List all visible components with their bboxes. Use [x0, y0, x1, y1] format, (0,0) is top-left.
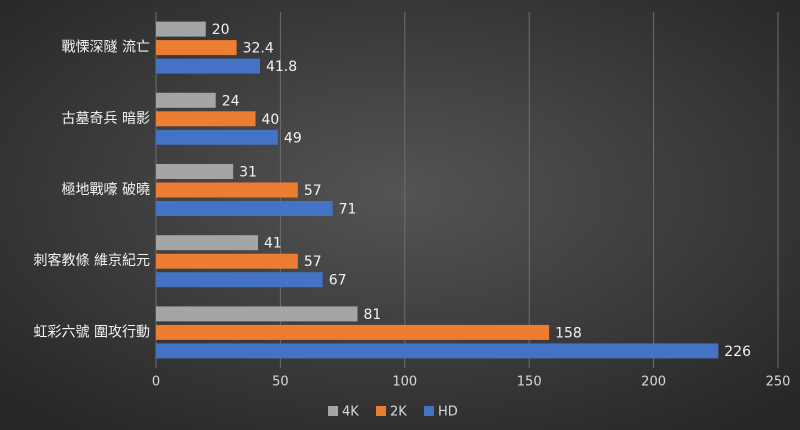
bar — [156, 129, 278, 145]
y-tick-label: 古墓奇兵 暗影 — [62, 110, 150, 127]
bar — [156, 253, 298, 269]
bar — [156, 164, 234, 179]
data-label: 158 — [555, 325, 582, 341]
y-tick-label: 極地戰嚎 破曉 — [62, 181, 150, 198]
x-tick-label: 250 — [766, 375, 791, 390]
data-label: 20 — [212, 22, 230, 38]
bar — [156, 201, 333, 216]
bar — [156, 58, 260, 74]
legend-swatch — [328, 406, 338, 416]
legend-label: 2K — [390, 405, 407, 420]
data-label: 57 — [304, 254, 322, 270]
bar — [156, 40, 237, 56]
data-label: 31 — [239, 165, 257, 181]
data-label: 67 — [329, 273, 347, 289]
bar — [156, 272, 323, 288]
data-label: 41.8 — [266, 59, 297, 75]
legend-swatch — [376, 406, 386, 416]
data-label: 57 — [304, 183, 322, 199]
legend-label: 4K — [342, 405, 359, 420]
x-tick-label: 200 — [641, 375, 666, 390]
data-label: 71 — [339, 202, 357, 218]
bar — [156, 235, 259, 251]
y-tick-label: 刺客教條 維京紀元 — [34, 252, 150, 269]
x-tick-label: 150 — [517, 375, 542, 390]
bar — [156, 182, 298, 198]
legend-swatch — [424, 406, 434, 416]
data-label: 32.4 — [243, 41, 274, 57]
y-tick-label: 虹彩六號 圍攻行動 — [34, 324, 150, 340]
data-label: 81 — [364, 307, 382, 323]
x-tick-label: 0 — [152, 375, 160, 390]
bar — [156, 21, 206, 37]
bar — [156, 343, 719, 359]
bar — [156, 306, 358, 322]
x-tick-label: 100 — [392, 375, 417, 390]
y-tick-label: 戰慄深隧 流亡 — [62, 40, 150, 56]
data-label: 40 — [262, 112, 280, 128]
bar — [156, 92, 216, 108]
data-label: 49 — [284, 130, 302, 146]
bar — [156, 111, 256, 127]
data-label: 226 — [724, 344, 751, 360]
bar — [156, 324, 550, 340]
data-label: 24 — [222, 93, 240, 109]
x-tick-label: 50 — [272, 375, 289, 390]
legend-label: HD — [438, 405, 458, 420]
data-label: 41 — [264, 236, 282, 252]
